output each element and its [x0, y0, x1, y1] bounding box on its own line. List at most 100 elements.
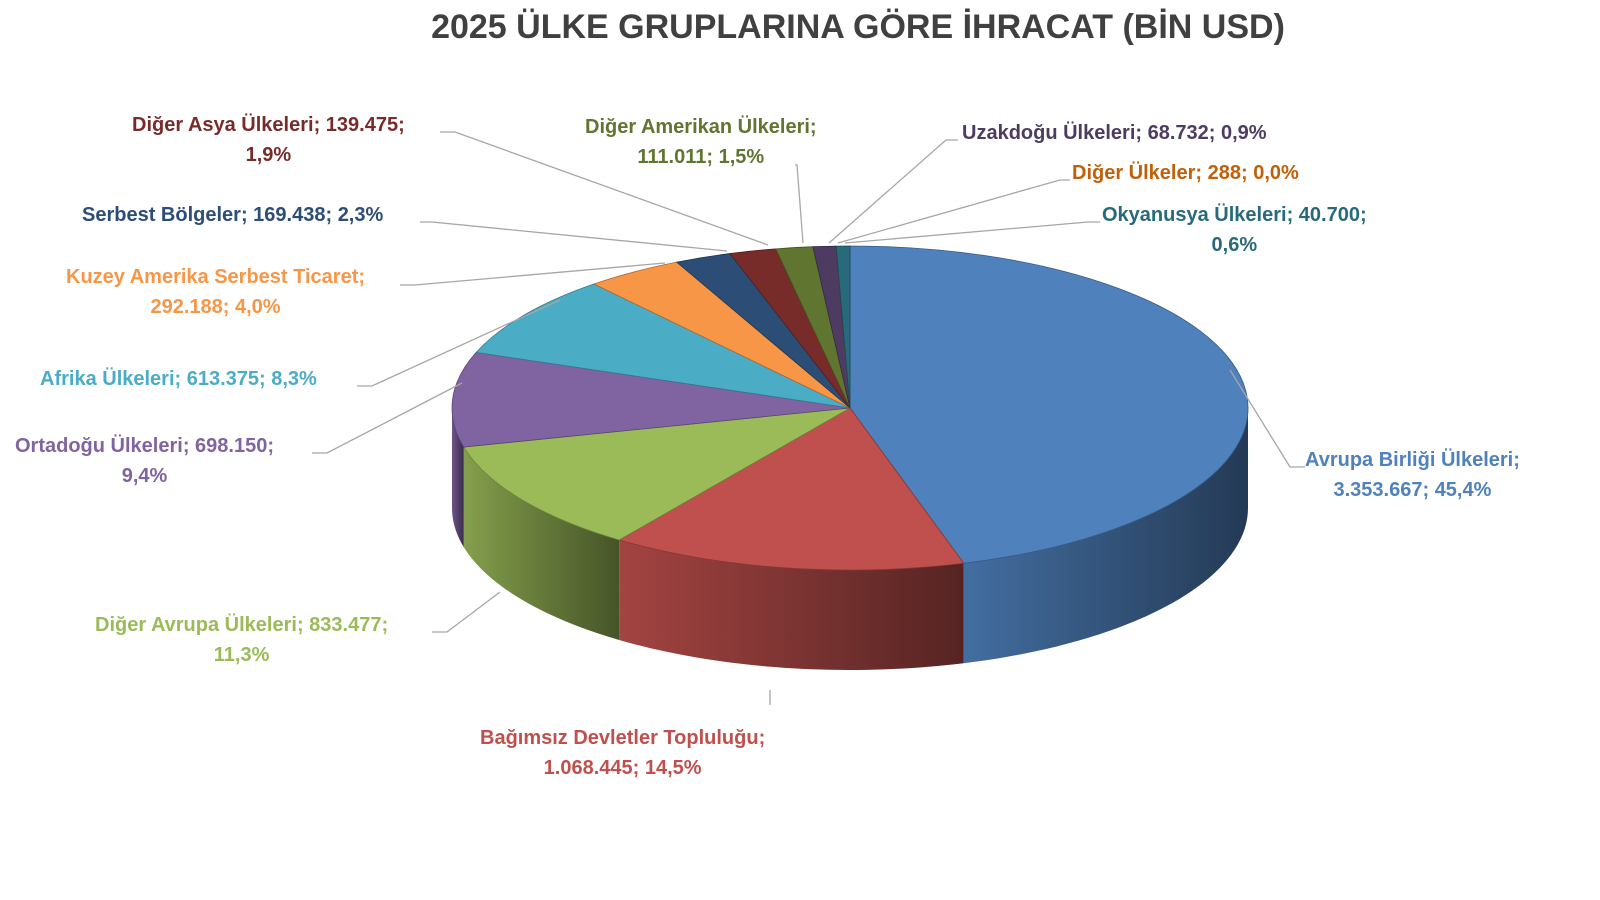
label-separator: ; — [758, 727, 766, 749]
leader-lines — [312, 131, 1305, 705]
data-label: Afrika Ülkeleri; 613.375; 8,3% — [40, 364, 317, 394]
data-label-line: Bağımsız Devletler Topluluğu; — [480, 723, 765, 753]
label-percent: 4,0% — [234, 296, 281, 318]
data-label-line: Ortadoğu Ülkeleri; 698.150; — [15, 431, 274, 461]
label-percent: 1,5% — [718, 146, 765, 168]
label-separator: ; — [1359, 204, 1367, 226]
label-separator: ; — [1208, 122, 1221, 144]
label-percent: 1,9% — [245, 144, 292, 166]
label-name: Bağımsız Devletler Topluluğu — [480, 727, 759, 749]
label-separator: ; — [267, 435, 274, 457]
label-separator: ; — [1286, 204, 1299, 226]
label-percent: 45,4% — [1434, 479, 1492, 501]
data-label: Okyanusya Ülkeleri; 40.700; 0,6% — [1102, 200, 1367, 260]
data-label: Diğer Avrupa Ülkeleri; 833.477; 11,3% — [95, 610, 388, 670]
label-separator: ; — [358, 266, 366, 288]
label-name: Serbest Bölgeler — [82, 204, 241, 226]
leader-line — [420, 221, 728, 252]
pie-slice — [618, 407, 965, 571]
label-percent: 0,0% — [1253, 162, 1299, 184]
label-separator: ; — [296, 614, 310, 636]
label-value-label: 288 — [1207, 162, 1241, 184]
data-label-line: Diğer Ülkeler; 288; 0,0% — [1072, 158, 1299, 188]
data-label-line: Afrika Ülkeleri; 613.375; 8,3% — [40, 364, 317, 394]
pie-side-0 — [963, 408, 1248, 664]
data-label: Uzakdoğu Ülkeleri; 68.732; 0,9% — [962, 118, 1267, 148]
label-value-label: 1.068.445 — [543, 757, 633, 779]
pie-side-1 — [619, 539, 964, 670]
data-label-line: 0,6% — [1102, 230, 1367, 260]
leader-line — [357, 299, 561, 387]
leader-line — [1229, 369, 1305, 468]
pie-slice — [451, 351, 851, 448]
label-value-label: 111.011 — [637, 146, 707, 168]
label-value-label: 3.353.667 — [1333, 479, 1423, 501]
pie-slice — [849, 245, 1249, 564]
label-value-label: 68.732 — [1147, 122, 1209, 144]
label-separator: ; — [1513, 449, 1520, 471]
label-separator: ; — [240, 204, 254, 226]
label-separator: ; — [182, 435, 196, 457]
data-label-line: Serbest Bölgeler; 169.438; 2,3% — [82, 200, 383, 230]
pie-slice — [463, 407, 851, 541]
data-label: Ortadoğu Ülkeleri; 698.150; 9,4% — [15, 431, 274, 491]
label-separator: ; — [381, 614, 389, 636]
data-label-line: Diğer Asya Ülkeleri; 139.475; — [132, 110, 405, 140]
pie-side-3 — [452, 408, 464, 548]
label-name: Diğer Asya Ülkeleri — [132, 114, 314, 136]
label-value-label: 613.375 — [186, 368, 260, 390]
label-separator: ; — [809, 116, 817, 138]
label-name: Okyanusya Ülkeleri — [1102, 204, 1287, 226]
label-name: Afrika Ülkeleri — [40, 368, 175, 390]
label-separator: ; — [259, 368, 272, 390]
data-label-line: Diğer Amerikan Ülkeleri; — [585, 112, 817, 142]
data-label: Avrupa Birliği Ülkeleri; 3.353.667; 45,4% — [1305, 445, 1520, 505]
label-percent: 8,3% — [271, 368, 317, 390]
data-label-line: Okyanusya Ülkeleri; 40.700; — [1102, 200, 1367, 230]
data-label: Diğer Amerikan Ülkeleri; 111.011; 1,5% — [585, 112, 817, 172]
label-separator: ; — [1135, 122, 1148, 144]
label-percent: 0,6% — [1211, 234, 1258, 256]
label-separator: ; — [222, 296, 235, 318]
label-percent: 9,4% — [121, 465, 168, 487]
data-label: Serbest Bölgeler; 169.438; 2,3% — [82, 200, 383, 230]
label-name: Diğer Amerikan Ülkeleri — [585, 116, 810, 138]
label-name: Diğer Ülkeler — [1072, 162, 1196, 184]
label-separator: ; — [313, 114, 326, 136]
leader-line — [837, 179, 1070, 244]
data-label-line: 1.068.445; 14,5% — [480, 753, 765, 783]
label-value-label: 169.438 — [253, 204, 326, 226]
data-label-line: Uzakdoğu Ülkeleri; 68.732; 0,9% — [962, 118, 1267, 148]
pie-slice — [835, 245, 851, 409]
data-label-line: Kuzey Amerika Serbest Ticaret; — [66, 262, 365, 292]
leader-line — [312, 382, 463, 454]
label-name: Uzakdoğu Ülkeleri — [962, 122, 1136, 144]
data-label-line: 1,9% — [132, 140, 405, 170]
leader-line — [440, 131, 769, 246]
label-separator: ; — [1240, 162, 1254, 184]
label-value-label: 698.150 — [195, 435, 268, 457]
label-percent: 0,9% — [1221, 122, 1267, 144]
leader-line — [432, 591, 501, 633]
label-separator: ; — [398, 114, 405, 136]
label-percent: 2,3% — [337, 204, 384, 226]
label-name: Avrupa Birliği Ülkeleri — [1305, 449, 1514, 471]
data-label-line: Diğer Avrupa Ülkeleri; 833.477; — [95, 610, 388, 640]
label-value-label: 292.188 — [150, 296, 223, 318]
label-separator: ; — [325, 204, 338, 226]
label-separator: ; — [632, 757, 645, 779]
label-separator: ; — [1422, 479, 1435, 501]
label-separator: ; — [1195, 162, 1208, 184]
data-label: Diğer Asya Ülkeleri; 139.475; 1,9% — [132, 110, 405, 170]
data-label-line: 11,3% — [95, 640, 388, 670]
data-label-line: 9,4% — [15, 461, 274, 491]
pie-slice — [475, 283, 851, 409]
label-value-label: 833.477 — [309, 614, 382, 636]
label-value-label: 139.475 — [325, 114, 399, 136]
leader-line — [795, 164, 804, 244]
label-name: Ortadoğu Ülkeleri — [15, 435, 183, 457]
leader-line — [400, 262, 666, 286]
data-label-line: Avrupa Birliği Ülkeleri; — [1305, 445, 1520, 475]
label-value-label: 40.700 — [1298, 204, 1360, 226]
